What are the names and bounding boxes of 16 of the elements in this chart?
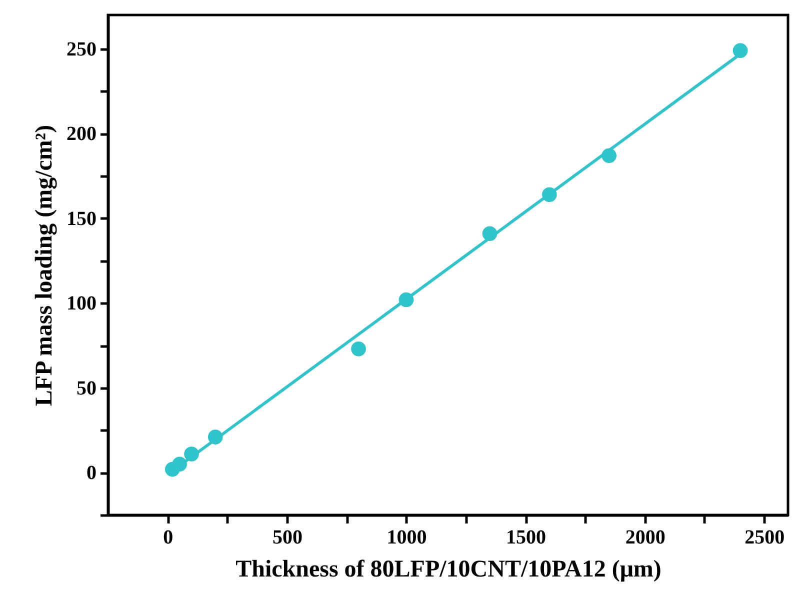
x-tick-label: 0 [163, 526, 174, 548]
point [732, 43, 748, 58]
x-tick-label: 1000 [386, 526, 427, 548]
point [351, 341, 366, 356]
x-tick-label: 500 [272, 526, 302, 548]
x-tick-label: 2000 [625, 526, 666, 548]
y-tick-label: 200 [66, 123, 96, 146]
y-tick-label: 0 [86, 462, 96, 484]
y-tick-label: 250 [66, 38, 96, 60]
y-tick-label: 150 [66, 208, 96, 230]
x-tick-label: 1500 [506, 526, 546, 548]
x-tick-label: 2500 [744, 526, 785, 548]
y-tick-label: 50 [76, 377, 96, 400]
y-axis-title: LFP mass loading (mg/cm²) [32, 124, 58, 406]
x-axis-title: Thickness of 80LFP/10CNT/10PA12 (μm) [236, 556, 662, 582]
y-tick-label: 100 [66, 292, 96, 315]
